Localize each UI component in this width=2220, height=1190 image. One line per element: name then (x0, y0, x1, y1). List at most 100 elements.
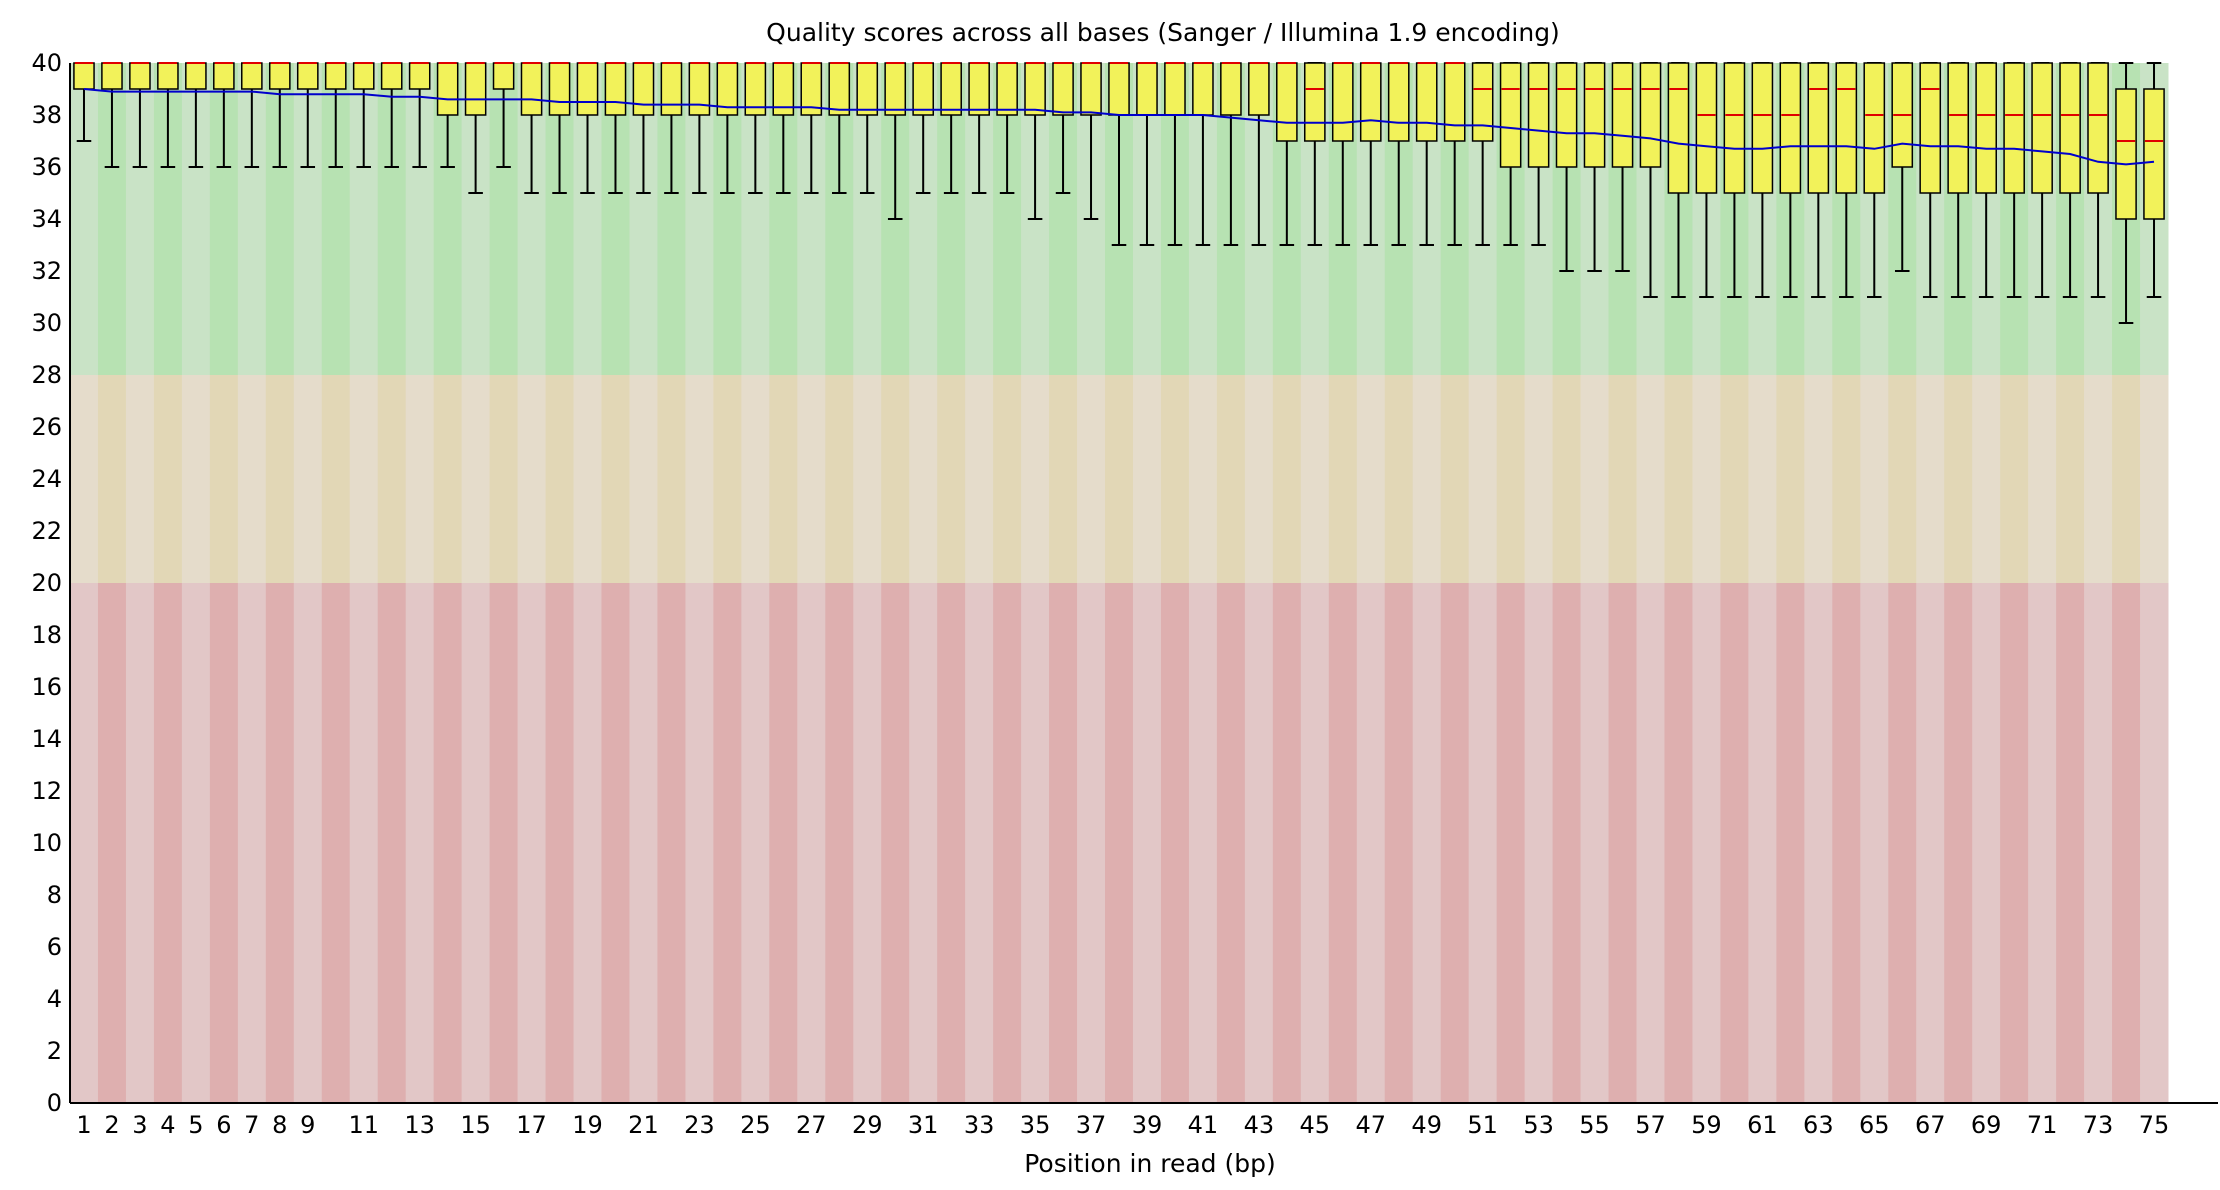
y-tick-38: 38 (31, 101, 62, 129)
x-tick-1: 1 (76, 1111, 91, 1139)
band-2-column-23 (685, 583, 714, 1103)
band-2-column-63 (1804, 583, 1833, 1103)
box-position-50 (1443, 62, 1466, 246)
band-1-column-65 (1860, 375, 1889, 583)
box-position-43 (1248, 62, 1270, 246)
band-2-column-36 (1049, 583, 1078, 1103)
x-tick-47: 47 (1355, 1111, 1386, 1139)
box-position-35 (1024, 62, 1046, 220)
iqr-box-41 (1192, 62, 1214, 116)
box-position-16 (492, 62, 515, 168)
box-position-22 (660, 62, 683, 194)
band-1-column-18 (545, 375, 575, 583)
band-2-column-64 (1832, 583, 1861, 1103)
band-2-column-26 (769, 583, 798, 1103)
box-position-62 (1779, 62, 1802, 298)
box-position-69 (1975, 62, 1997, 298)
iqr-box-10 (324, 62, 347, 90)
box-position-56 (1611, 62, 1634, 272)
band-1-column-41 (1188, 375, 1218, 583)
band-2-column-32 (937, 583, 966, 1103)
band-1-column-3 (125, 375, 155, 583)
iqr-box-23 (688, 62, 711, 116)
band-1-column-57 (1636, 375, 1665, 583)
band-2-column-52 (1496, 583, 1526, 1103)
band-1-column-62 (1776, 375, 1805, 583)
band-2-column-61 (1748, 583, 1777, 1103)
band-1-column-16 (489, 375, 519, 583)
iqr-box-16 (492, 62, 515, 90)
y-tick-4: 4 (47, 985, 62, 1013)
band-1-column-55 (1580, 375, 1610, 583)
band-1-column-58 (1664, 375, 1693, 583)
iqr-box-60 (1723, 62, 1746, 194)
band-2-column-54 (1552, 583, 1582, 1103)
x-tick-49: 49 (1411, 1111, 1442, 1139)
iqr-box-70 (2003, 62, 2025, 194)
x-tick-27: 27 (796, 1111, 827, 1139)
band-2-column-75 (2140, 583, 2169, 1103)
iqr-box-73 (2087, 62, 2109, 194)
iqr-box-36 (1052, 62, 1074, 116)
band-1-column-51 (1468, 375, 1498, 583)
x-tick-3: 3 (132, 1111, 147, 1139)
iqr-box-48 (1387, 62, 1410, 142)
x-tick-35: 35 (1020, 1111, 1051, 1139)
band-1-column-4 (153, 375, 183, 583)
box-position-21 (632, 62, 655, 194)
x-tick-7: 7 (244, 1111, 259, 1139)
box-position-23 (688, 62, 711, 194)
y-tick-14: 14 (31, 725, 62, 753)
x-tick-43: 43 (1244, 1111, 1275, 1139)
band-1-column-22 (657, 375, 686, 583)
box-position-29 (856, 62, 879, 194)
band-1-column-29 (853, 375, 882, 583)
box-position-5 (185, 62, 207, 168)
iqr-box-3 (129, 62, 151, 90)
x-tick-29: 29 (852, 1111, 883, 1139)
box-position-15 (464, 62, 487, 194)
iqr-box-22 (660, 62, 683, 116)
band-2-column-40 (1160, 583, 1190, 1103)
iqr-box-28 (828, 62, 851, 116)
band-2-column-55 (1580, 583, 1610, 1103)
band-1-column-63 (1804, 375, 1833, 583)
chart-title: Quality scores across all bases (Sanger … (766, 18, 1560, 47)
band-1-column-70 (2000, 375, 2029, 583)
band-2-column-58 (1664, 583, 1693, 1103)
band-2-column-51 (1468, 583, 1498, 1103)
iqr-box-1 (73, 62, 95, 90)
band-2-column-9 (293, 583, 323, 1103)
box-position-63 (1807, 62, 1830, 298)
iqr-box-59 (1695, 62, 1718, 194)
y-tick-26: 26 (31, 413, 62, 441)
band-2-column-12 (377, 583, 407, 1103)
y-tick-6: 6 (47, 933, 62, 961)
x-tick-21: 21 (628, 1111, 659, 1139)
x-tick-65: 65 (1859, 1111, 1890, 1139)
y-tick-0: 0 (47, 1089, 62, 1117)
iqr-box-11 (352, 62, 375, 90)
band-1-column-11 (349, 375, 379, 583)
band-2-column-10 (321, 583, 351, 1103)
band-2-column-21 (629, 583, 658, 1103)
y-tick-12: 12 (31, 777, 62, 805)
box-position-32 (940, 62, 962, 194)
x-tick-6: 6 (216, 1111, 231, 1139)
iqr-box-68 (1947, 62, 1970, 194)
band-1-column-1 (70, 375, 99, 583)
band-2-column-30 (881, 583, 910, 1103)
band-2-column-67 (1916, 583, 1945, 1103)
box-position-31 (912, 62, 935, 194)
box-position-39 (1136, 62, 1158, 246)
band-2-column-72 (2056, 583, 2085, 1103)
box-position-70 (2003, 62, 2025, 298)
box-position-66 (1891, 62, 1914, 272)
box-position-6 (213, 62, 235, 168)
band-2-column-69 (1972, 583, 2001, 1103)
x-tick-11: 11 (348, 1111, 379, 1139)
box-position-42 (1220, 62, 1242, 246)
band-2-column-6 (209, 583, 239, 1103)
box-position-75 (2143, 62, 2165, 298)
iqr-box-42 (1220, 62, 1242, 116)
